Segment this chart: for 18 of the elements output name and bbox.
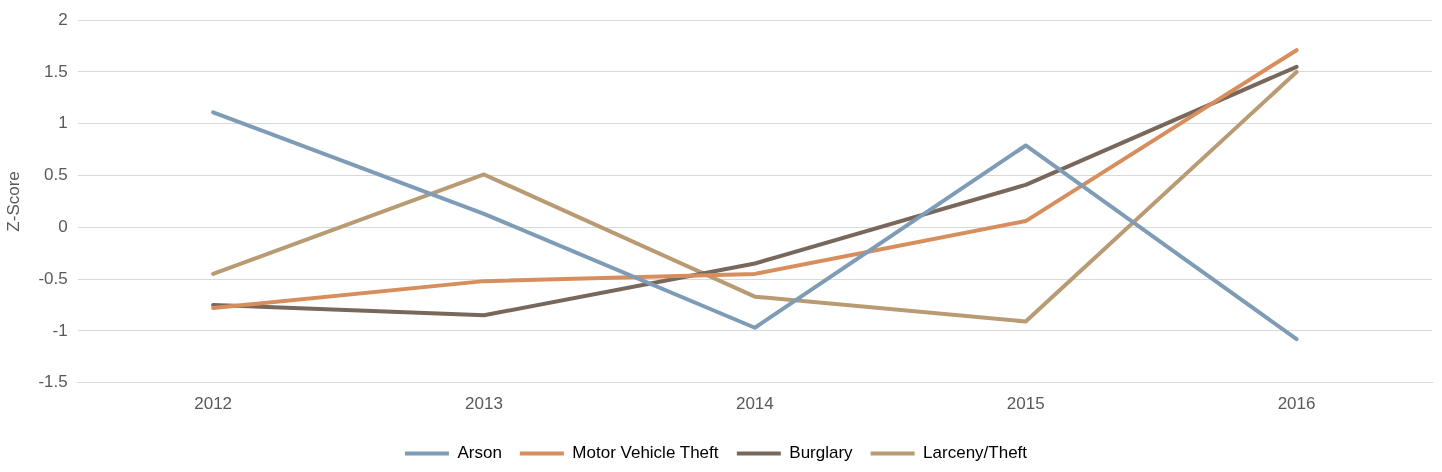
legend-label: Larceny/Theft — [923, 443, 1028, 463]
y-tick-label: 2 — [58, 9, 68, 29]
y-tick-label: 1 — [58, 113, 68, 133]
y-tick-label: -1.5 — [38, 372, 68, 392]
x-tick-label: 2012 — [194, 394, 233, 414]
y-tick-label: -0.5 — [38, 268, 68, 288]
x-tick-label: 2014 — [735, 394, 774, 414]
y-axis-title: Z-Score — [3, 171, 23, 232]
legend-label: Motor Vehicle Theft — [572, 443, 719, 463]
y-tick-label: 0 — [58, 216, 68, 236]
y-tick-label: 1.5 — [44, 61, 68, 81]
x-tick-label: 2016 — [1277, 394, 1316, 414]
x-tick-label: 2013 — [465, 394, 503, 414]
y-tick-label: -1 — [52, 320, 68, 340]
legend-label: Arson — [457, 443, 502, 463]
legend-label: Burglary — [789, 443, 854, 463]
x-tick-label: 2015 — [1006, 394, 1045, 414]
y-tick-label: 0.5 — [44, 165, 68, 185]
